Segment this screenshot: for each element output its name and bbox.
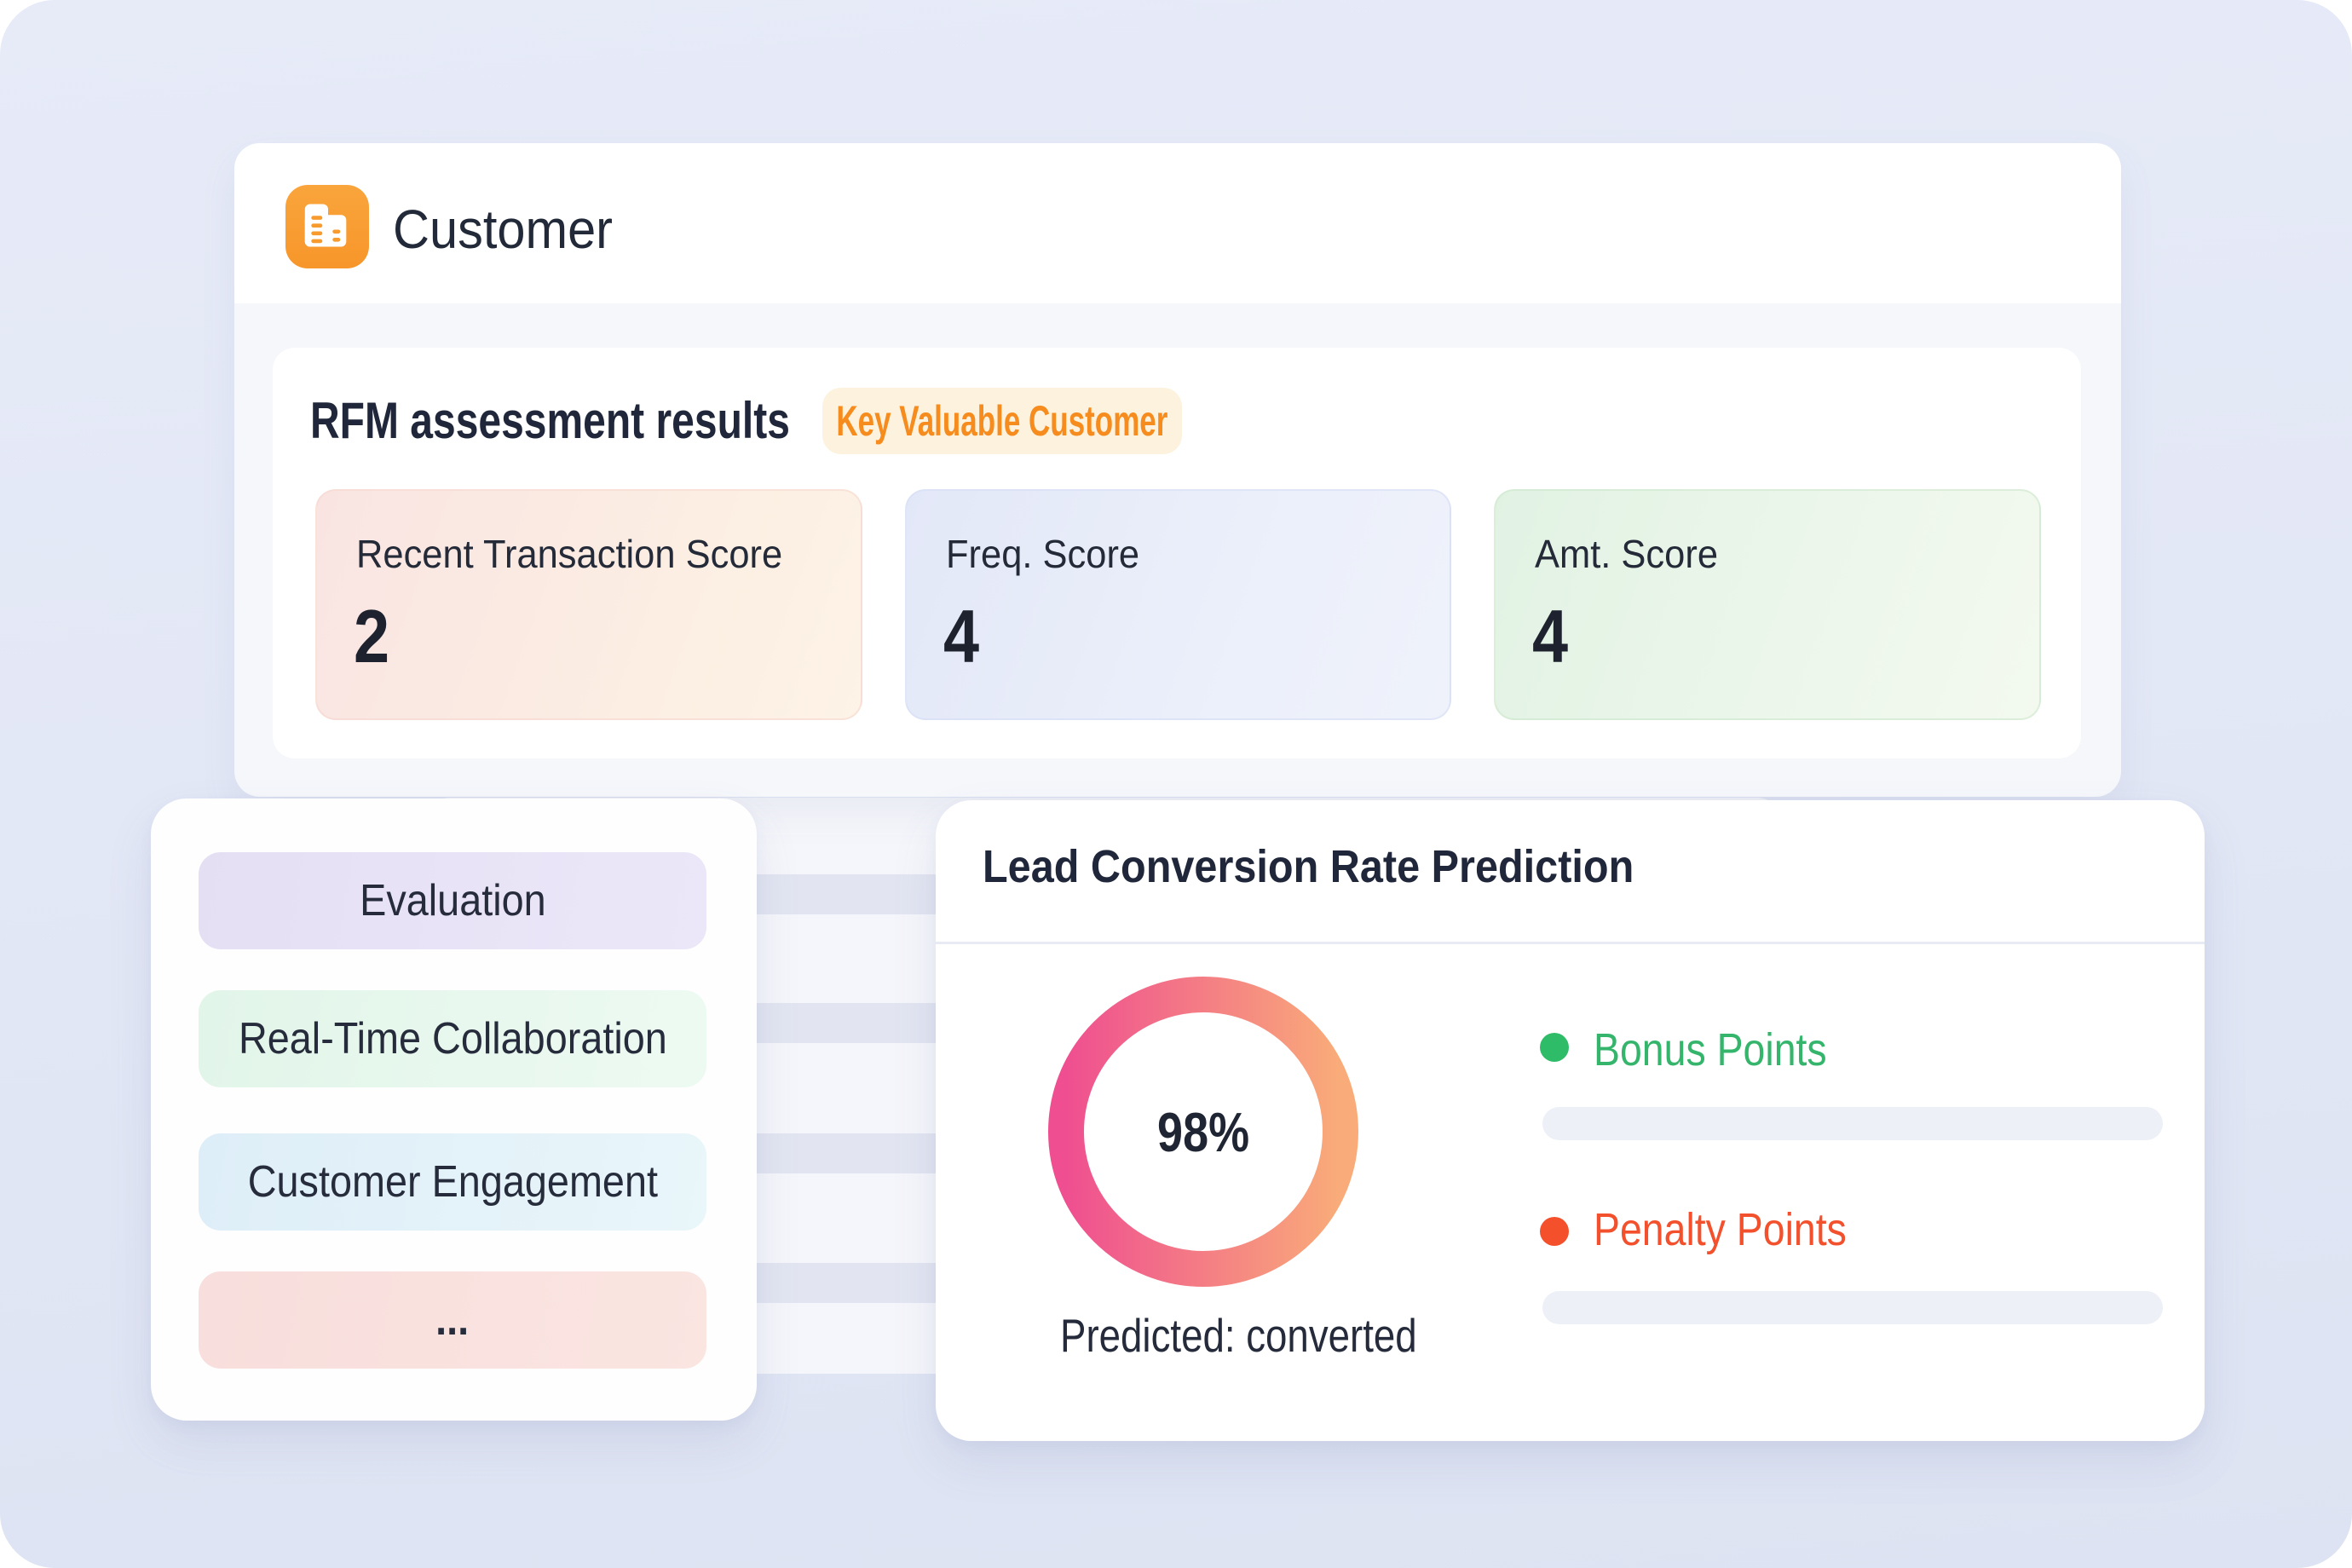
feature-pill-label: Evaluation [359,876,546,925]
legend-bonus-label: Bonus Points [1594,1024,1827,1075]
stat-label: Freq. Score [945,532,1139,576]
prediction-title: Lead Conversion Rate Prediction [983,841,1634,892]
bonus-placeholder-bar [1542,1107,2163,1140]
customer-card: Customer RFM assessment results Key Valu… [234,143,2121,797]
stat-value: 4 [1532,594,1569,678]
feature-pill-label: Customer Engagement [247,1157,658,1207]
stat-value: 4 [943,594,979,678]
feature-pill-realtime-collaboration[interactable]: Real-Time Collaboration [199,990,706,1087]
conversion-donut-chart: 98% [1048,977,1358,1287]
penalty-dot-icon [1540,1217,1569,1246]
rfm-stats-row: Recent Transaction Score 2 Freq. Score 4… [315,489,2042,720]
prediction-caption: Predicted: converted [1060,1309,1417,1362]
customer-tier-badge-label: Key Valuable Customer [836,397,1168,445]
feature-pill-more[interactable]: ... [199,1271,706,1369]
stat-card-recency: Recent Transaction Score 2 [315,489,862,720]
bonus-dot-icon [1540,1033,1569,1062]
penalty-placeholder-bar [1542,1291,2163,1324]
divider [936,942,2205,944]
stat-label: Recent Transaction Score [356,532,783,576]
stat-label: Amt. Score [1535,532,1719,576]
rfm-heading: RFM assessment results [310,392,790,449]
prediction-card: Lead Conversion Rate Prediction 98% Pred… [936,800,2205,1441]
legend-penalty-label: Penalty Points [1594,1204,1847,1255]
feature-pill-label: ... [435,1295,470,1345]
stat-value: 2 [354,594,390,678]
donut-percent-label: 98% [1048,977,1358,1287]
page-title: Customer [393,199,613,260]
donut-percent-text: 98% [1156,1100,1249,1163]
rfm-results-panel: RFM assessment results Key Valuable Cust… [273,348,2081,758]
customer-tier-badge: Key Valuable Customer [822,388,1182,454]
stat-card-frequency: Freq. Score 4 [904,489,1452,720]
feature-pill-label: Real-Time Collaboration [238,1014,667,1064]
customer-card-header: Customer [234,143,2121,303]
feature-pill-customer-engagement[interactable]: Customer Engagement [199,1133,706,1231]
feature-pill-evaluation[interactable]: Evaluation [199,852,706,949]
contact-card-icon [285,185,369,268]
stat-card-amount: Amt. Score 4 [1494,489,2042,720]
feature-list-card: Evaluation Real-Time Collaboration Custo… [151,798,757,1421]
